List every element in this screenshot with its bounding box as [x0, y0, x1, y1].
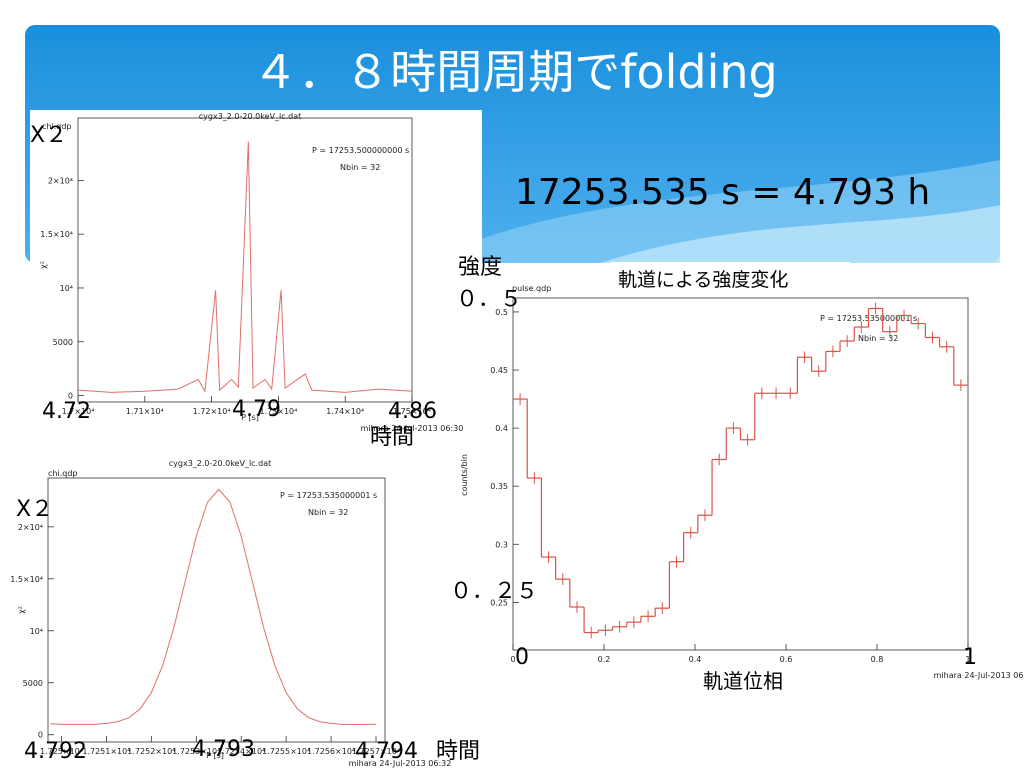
y-tick-label: 1.5×10⁴ [40, 230, 73, 239]
annotation: 0 [515, 645, 529, 670]
x-axis-label: P [s] [241, 413, 259, 422]
annotation: X２ [30, 123, 67, 148]
annotation: 17253.535 s = 4.793 h [515, 172, 930, 213]
x-tick-label: 0.8 [871, 655, 884, 664]
x-tick-label: 1.7255×10⁴ [262, 747, 310, 756]
annotation: 4.794 [355, 739, 418, 764]
footer: mihara 24-Jul-2013 06:32 [349, 759, 452, 768]
y-tick-label: 0.3 [495, 540, 508, 549]
footer: mihara 24-Jul-2013 06:33 [934, 671, 1024, 680]
x-tick-label: 1.74×10⁴ [326, 407, 364, 416]
y-tick-label: 0.45 [490, 366, 508, 375]
annotation: 時間 [436, 739, 480, 764]
x-tick-label: 0 [510, 655, 515, 664]
y-tick-label: 10⁴ [30, 627, 43, 636]
plot-frame [30, 455, 470, 768]
annotation: 時間 [370, 425, 414, 450]
annotation: 4.72 [42, 399, 91, 424]
annotation: 4.86 [388, 399, 437, 424]
annotation: 強度 [458, 255, 502, 280]
x-tick-label: 1.75×10⁴ [393, 407, 431, 416]
y-tick-label: 0 [38, 731, 43, 740]
file-name: chi.qdp [42, 122, 71, 131]
y-tick-label: 0.25 [490, 598, 508, 607]
data-line [50, 488, 377, 726]
annotation: 4.792 [24, 739, 87, 764]
y-axis-label: χ² [17, 606, 26, 614]
x-tick-label: 1.7251×10⁴ [82, 747, 130, 756]
y-tick-label: 10⁴ [60, 284, 73, 293]
plot-area [47, 477, 386, 743]
wave [600, 205, 1000, 263]
label-box [610, 262, 850, 294]
annotation: ０．５ [456, 287, 522, 312]
y-axis-label: counts/bin [460, 454, 469, 496]
file-name: chi.qdp [48, 469, 77, 478]
x-tick-label: 1.7253×10⁴ [172, 747, 220, 756]
plot-annotation: Nbin = 32 [340, 163, 380, 172]
plot-title: cygx3_2.0-20.0keV_lc.dat [199, 112, 301, 121]
y-axis-label: χ² [39, 261, 48, 269]
x-tick-label: 0.4 [689, 655, 702, 664]
x-tick-label: 1.7252×10⁴ [127, 747, 175, 756]
y-tick-label: 0 [68, 392, 73, 401]
plot-area [512, 297, 969, 651]
slide-title: ４．８時間周期でfolding [252, 45, 777, 99]
y-tick-label: 2×10⁴ [18, 523, 43, 532]
x-axis-label: P [s] [206, 751, 224, 760]
x-tick-label: 1.7×10⁴ [62, 407, 95, 416]
x-tick-label: 1.73×10⁴ [259, 407, 297, 416]
x-tick-label: 1.7254×10⁴ [217, 747, 265, 756]
annotation: 軌道による強度変化 [618, 269, 788, 291]
x-tick-label: 0.2 [598, 655, 611, 664]
annotation: 4.79 [232, 397, 281, 422]
file-name: pulse.qdp [512, 284, 551, 293]
y-tick-label: 0.35 [490, 482, 508, 491]
charts: cygx3_2.0-20.0keV_lc.dat chi.qdp P = 17253… [10, 112, 1024, 768]
y-tick-label: 5000 [53, 338, 73, 347]
plot-annotation: P = 17253.500000000 s [312, 146, 409, 155]
y-tick-label: 0.5 [495, 308, 508, 317]
plot-area [77, 117, 413, 403]
x-tick-label: 1.7256×10⁴ [307, 747, 355, 756]
y-tick-label: 1.5×10⁴ [10, 575, 43, 584]
x-tick-label: 1.725×10⁴ [40, 747, 83, 756]
y-tick-label: 5000 [23, 679, 43, 688]
x-tick-label: 1.72×10⁴ [193, 407, 231, 416]
footer: mihara 24-Jul-2013 06:30 [361, 424, 464, 433]
plot-annotation: P = 17253.535000001 s [280, 491, 377, 500]
x-tick-label: 1.71×10⁴ [126, 407, 164, 416]
plot-frame [30, 110, 482, 440]
annotation: 4.793 [192, 737, 255, 762]
annotation: 軌道位相 [703, 669, 783, 693]
y-tick-label: 2×10⁴ [48, 176, 73, 185]
y-tick-label: 0.4 [495, 424, 508, 433]
annotation: X２ [16, 497, 53, 522]
plot-annotation: Nbin = 32 [858, 334, 898, 343]
annotation: ０．２５ [450, 579, 538, 604]
x-tick-label: 1 [965, 655, 970, 664]
x-tick-label: 0.6 [780, 655, 793, 664]
x-tick-label: 1.7257×10⁴ [352, 747, 400, 756]
data-line [77, 141, 413, 393]
plot-title: cygx3_2.0-20.0keV_lc.dat [169, 459, 271, 468]
plot-annotation: Nbin = 32 [308, 508, 348, 517]
annotation: 1 [963, 645, 977, 670]
